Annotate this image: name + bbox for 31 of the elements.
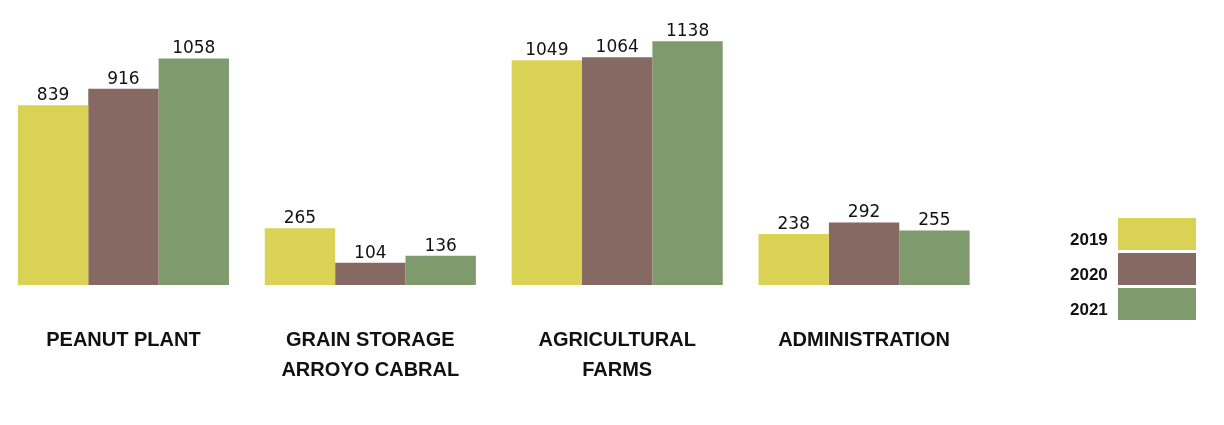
x-tick-label: AGRICULTURAL FARMS <box>538 327 696 380</box>
bar <box>899 230 970 285</box>
data-label: 292 <box>847 201 881 222</box>
legend-label: 2019 <box>1070 230 1108 250</box>
data-label: 1064 <box>595 36 639 57</box>
bar <box>511 60 583 285</box>
x-tick-label: PEANUT PLANT <box>46 327 201 350</box>
bar <box>88 88 159 285</box>
data-label: 1058 <box>172 37 216 58</box>
data-label: 136 <box>424 234 457 255</box>
data-label: 1049 <box>525 39 569 60</box>
legend-label: 2020 <box>1070 265 1108 285</box>
x-tick-label: GRAIN STORAGE ARROYO CABRAL <box>281 327 460 380</box>
data-label: 1138 <box>665 20 710 41</box>
bar <box>264 228 336 285</box>
data-label: 839 <box>36 84 70 105</box>
bar <box>405 255 476 285</box>
bar <box>335 262 406 285</box>
data-label: 104 <box>354 241 387 262</box>
bar <box>652 41 723 285</box>
bar <box>158 58 229 285</box>
data-label: 238 <box>777 212 810 233</box>
x-tick-label: ADMINISTRATION <box>778 327 950 350</box>
legend-label: 2021 <box>1070 300 1108 320</box>
bar <box>582 57 653 285</box>
bar <box>758 234 829 285</box>
bar <box>17 105 89 285</box>
data-label: 255 <box>918 209 951 230</box>
data-label: 916 <box>107 67 140 88</box>
bar <box>828 222 900 285</box>
data-label: 265 <box>283 207 317 228</box>
